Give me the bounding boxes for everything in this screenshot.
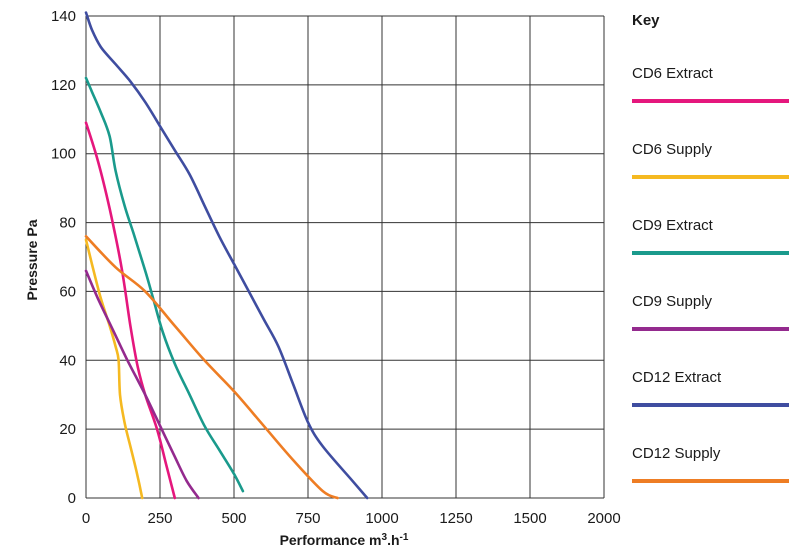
y-tick-label: 140: [51, 8, 76, 25]
y-tick-label: 100: [51, 146, 76, 163]
x-tick-label: 1500: [513, 510, 546, 527]
x-tick-label: 0: [82, 510, 90, 527]
series-line-cd6-extract: [84, 121, 177, 500]
y-tick-label: 120: [51, 77, 76, 94]
chart-series-lines: [84, 11, 369, 500]
legend-label-cd6-supply: CD6 Supply: [632, 141, 713, 158]
x-axis-title: Performance m3.h-1: [280, 532, 409, 548]
y-axis-ticks: 0 20 40 60 80 100 120 140: [51, 8, 76, 507]
legend-title: Key: [632, 12, 660, 29]
y-tick-label: 20: [59, 421, 76, 438]
legend-label-cd9-extract: CD9 Extract: [632, 217, 714, 234]
series-line-cd9-supply: [84, 269, 200, 500]
x-tick-label: 1000: [365, 510, 398, 527]
x-tick-label: 250: [147, 510, 172, 527]
x-tick-label: 1250: [439, 510, 472, 527]
x-tick-label: 750: [295, 510, 320, 527]
y-tick-label: 80: [59, 215, 76, 232]
y-axis-title: Pressure Pa: [24, 219, 40, 300]
legend-label-cd12-supply: CD12 Supply: [632, 445, 721, 462]
x-axis-ticks: 0 250 500 750 1000 1250 1500 2000: [82, 510, 621, 527]
y-tick-label: 40: [59, 352, 76, 369]
legend-label-cd9-supply: CD9 Supply: [632, 293, 713, 310]
series-line-cd12-supply: [84, 235, 339, 500]
series-line-cd9-extract: [84, 76, 245, 493]
series-line-cd12-extract: [84, 11, 369, 500]
series-line-cd6-supply: [84, 238, 144, 500]
chart-grid: [85, 15, 605, 499]
x-tick-label: 500: [221, 510, 246, 527]
legend-label-cd12-extract: CD12 Extract: [632, 369, 722, 386]
y-tick-label: 0: [68, 490, 76, 507]
y-tick-label: 60: [59, 283, 76, 300]
legend-label-cd6-extract: CD6 Extract: [632, 65, 714, 82]
x-tick-label: 2000: [587, 510, 620, 527]
legend: CD6 Extract CD6 Supply CD9 Extract CD9 Supp…: [632, 65, 789, 483]
